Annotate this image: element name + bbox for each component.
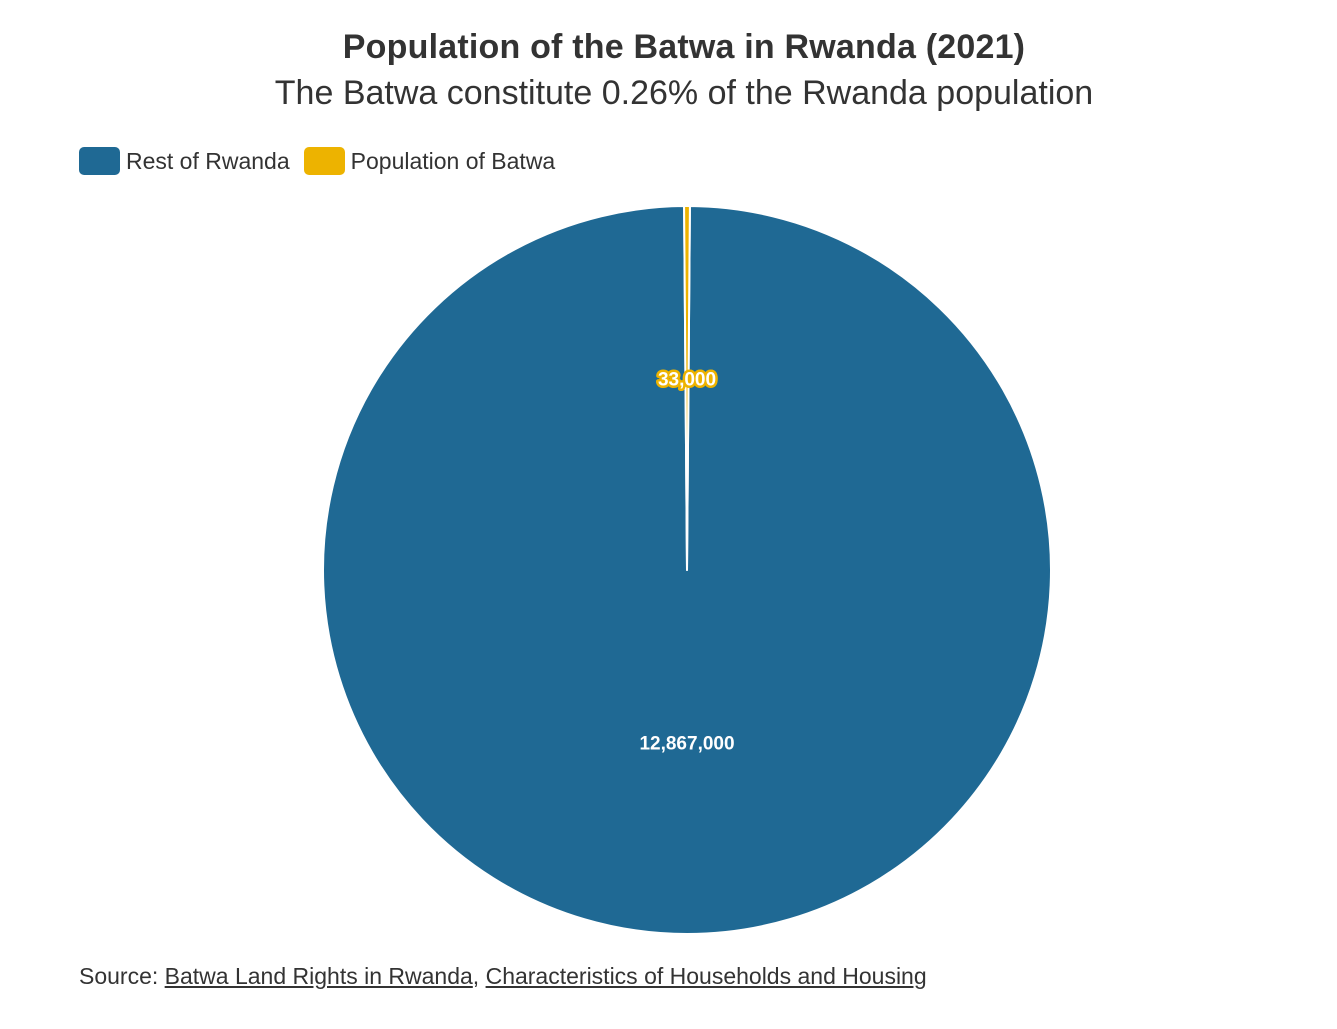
legend-label-population-of-batwa: Population of Batwa: [350, 147, 556, 174]
source-link-characteristics-of-households[interactable]: Characteristics of Households and Housin…: [485, 963, 927, 989]
source-line: Source: Batwa Land Rights in Rwanda, Cha…: [79, 963, 927, 990]
chart-title: Population of the Batwa in Rwanda (2021): [342, 28, 1026, 66]
legend-item-population-of-batwa[interactable]: Population of Batwa: [303, 147, 556, 175]
data-label-population-of-batwa: 33,000: [658, 370, 716, 391]
legend: Rest of Rwanda Population of Batwa: [79, 147, 569, 175]
data-label-rest-of-rwanda: 12,867,000: [639, 734, 734, 755]
source-separator: ,: [472, 963, 480, 989]
legend-swatch-rest-of-rwanda: [79, 147, 120, 175]
source-prefix: Source:: [79, 963, 159, 989]
legend-swatch-population-of-batwa: [303, 147, 345, 175]
legend-label-rest-of-rwanda: Rest of Rwanda: [126, 147, 290, 174]
pie-slice-population-of-batwa[interactable]: [683, 205, 691, 571]
legend-item-rest-of-rwanda[interactable]: Rest of Rwanda: [79, 147, 290, 175]
source-link-batwa-land-rights[interactable]: Batwa Land Rights in Rwanda: [164, 963, 473, 989]
chart-subtitle: The Batwa constitute 0.26% of the Rwanda…: [274, 74, 1094, 112]
